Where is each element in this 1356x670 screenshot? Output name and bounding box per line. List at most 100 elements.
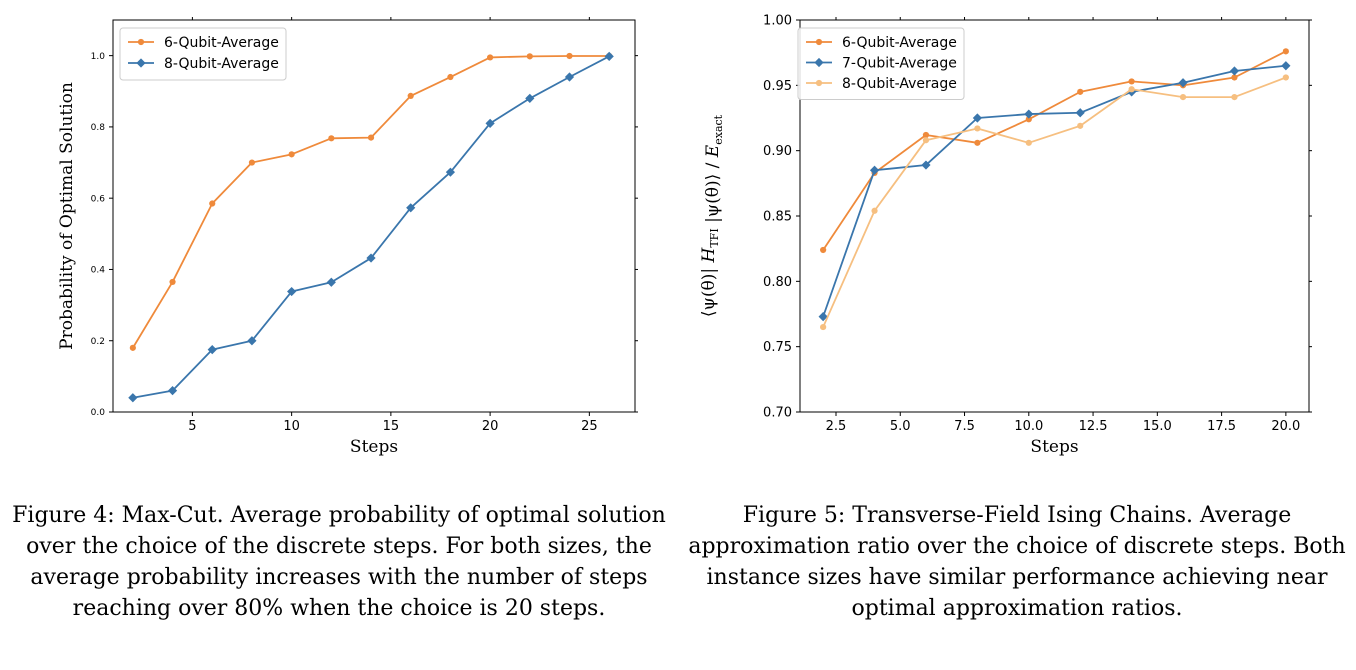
8-Qubit-Average-point-0 — [128, 393, 138, 403]
x-tick-label: 10 — [283, 419, 300, 434]
series-6-Qubit-Average — [129, 52, 613, 351]
7-Qubit-Average-point-2 — [921, 160, 931, 170]
y-tick-label: 0.8 — [91, 123, 106, 133]
series-line-6-Qubit-Average — [822, 50, 1287, 251]
y-tick-label: 0.4 — [91, 266, 106, 276]
8-Qubit-Average-point-8 — [445, 167, 456, 177]
7-Qubit-Average-point-9 — [1281, 61, 1291, 71]
y-tick-label: 0.6 — [91, 194, 106, 204]
y-tick-label: 0.0 — [91, 408, 106, 418]
7-Qubit-Average-point-3 — [972, 113, 982, 123]
legend-label: 6-Qubit-Average — [164, 35, 279, 51]
legend-entry: 6-Qubit-Average — [128, 35, 279, 51]
y-tick-label: 0.90 — [763, 144, 792, 159]
series-8-Qubit-Average — [820, 74, 1289, 331]
x-tick-label: 17.5 — [1207, 419, 1236, 434]
x-tick-label: 12.5 — [1079, 419, 1108, 434]
legend-8-Qubit-Average-point-0 — [815, 79, 823, 87]
8-Qubit-Average-point-12 — [604, 51, 614, 61]
6-Qubit-Average-point-4 — [1025, 116, 1032, 123]
7-Qubit-Average-point-0 — [818, 312, 828, 322]
x-axis-label: Steps — [350, 437, 398, 457]
8-Qubit-Average-point-6 — [1128, 86, 1135, 93]
series-line-8-Qubit-Average — [132, 55, 610, 399]
x-tick-label: 5.0 — [890, 419, 911, 434]
8-Qubit-Average-point-5 — [1077, 122, 1084, 129]
8-Qubit-Average-point-1 — [167, 386, 178, 396]
legend — [797, 27, 965, 100]
legend-6-Qubit-Average-point-0 — [815, 38, 823, 46]
y-tick-label: 0.85 — [763, 210, 792, 225]
y-tick-label: 1.00 — [763, 14, 792, 29]
6-Qubit-Average-point-9 — [487, 54, 494, 61]
x-tick-label: 20.0 — [1271, 419, 1300, 434]
8-Qubit-Average-point-4 — [1025, 139, 1032, 146]
legend-8-Qubit-Average-point-0 — [136, 58, 146, 68]
8-Qubit-Average-point-2 — [207, 345, 217, 355]
legend-label: 8-Qubit-Average — [164, 56, 279, 72]
series-8-Qubit-Average — [128, 51, 614, 403]
8-Qubit-Average-point-4 — [287, 286, 297, 297]
x-tick-label: 20 — [482, 419, 499, 434]
x-tick-label: 25 — [581, 419, 598, 434]
8-Qubit-Average-point-8 — [1231, 93, 1238, 101]
x-tick-label: 2.5 — [826, 419, 847, 434]
figure-4-caption: Figure 4: Max-Cut. Average probability o… — [12, 503, 666, 621]
x-tick-label: 5 — [188, 419, 196, 434]
y-tick-label: 0.95 — [763, 79, 792, 94]
y-tick-label: 0.2 — [91, 337, 105, 347]
6-Qubit-Average-point-0 — [820, 246, 827, 254]
y-axis-label: ⟨ψ(θ)| HTFI |ψ(θ)⟩ / Eexact — [699, 114, 725, 317]
legend-label: 8-Qubit-Average — [842, 76, 957, 92]
max-cut-chart: 5 10 15 20 25 0.0 0.2 0.4 0.6 0.8 1.0 Steps Probabil… — [57, 17, 638, 457]
6-Qubit-Average-point-1 — [169, 278, 176, 286]
y-tick-label: 0.75 — [763, 340, 792, 355]
x-tick-label: 7.5 — [954, 419, 975, 434]
legend-entry: 8-Qubit-Average — [806, 76, 957, 92]
y-tick-label: 0.70 — [763, 406, 792, 421]
7-Qubit-Average-point-4 — [1024, 109, 1034, 119]
6-Qubit-Average-point-11 — [566, 52, 573, 60]
x-tick-label: 15.0 — [1143, 419, 1172, 434]
6-Qubit-Average-point-7 — [407, 92, 414, 100]
series-line-6-Qubit-Average — [132, 55, 610, 349]
series-line-7-Qubit-Average — [822, 64, 1286, 317]
legend-entry: 8-Qubit-Average — [128, 56, 279, 72]
legend-label: 6-Qubit-Average — [842, 35, 957, 51]
7-Qubit-Average-point-8 — [1229, 66, 1240, 76]
legend — [119, 27, 287, 81]
8-Qubit-Average-point-6 — [366, 253, 376, 263]
8-Qubit-Average-point-5 — [326, 277, 336, 287]
y-axis-label: Probability of Optimal Solution — [57, 82, 77, 350]
figure-5-caption: Figure 5: Transverse-Field Ising Chains.… — [688, 503, 1346, 621]
6-Qubit-Average-point-5 — [1077, 88, 1084, 95]
y-tick-label: 0.80 — [763, 275, 792, 290]
8-Qubit-Average-point-0 — [820, 323, 827, 331]
plot-frame — [112, 19, 636, 413]
x-axis-label: Steps — [1030, 437, 1078, 457]
8-Qubit-Average-point-2 — [922, 137, 930, 144]
8-Qubit-Average-point-1 — [871, 207, 878, 214]
6-Qubit-Average-point-10 — [526, 53, 533, 60]
legend-entry: 6-Qubit-Average — [806, 35, 957, 51]
8-Qubit-Average-point-7 — [1179, 93, 1187, 101]
6-Qubit-Average-point-3 — [248, 159, 256, 166]
legend-6-Qubit-Average-point-0 — [137, 38, 145, 46]
8-Qubit-Average-point-7 — [406, 203, 416, 213]
7-Qubit-Average-point-7 — [1178, 78, 1188, 88]
figure-5: 2.5 5.0 7.5 10.0 12.5 15.0 17.5 20.0 0.70 0.75 0.8… — [678, 0, 1356, 621]
6-Qubit-Average-point-2 — [922, 131, 930, 139]
6-Qubit-Average-point-3 — [974, 139, 981, 146]
legend-7-Qubit-Average-point-0 — [814, 57, 824, 68]
8-Qubit-Average-point-9 — [485, 118, 495, 128]
7-Qubit-Average-point-1 — [869, 165, 880, 175]
series-line-8-Qubit-Average — [822, 76, 1287, 328]
8-Qubit-Average-point-3 — [247, 336, 257, 346]
legend-label: 7-Qubit-Average — [842, 56, 957, 72]
series-7-Qubit-Average — [818, 61, 1291, 322]
6-Qubit-Average-point-2 — [209, 200, 216, 207]
y-tick-label: 1.0 — [91, 52, 106, 62]
7-Qubit-Average-point-5 — [1075, 108, 1085, 118]
8-Qubit-Average-point-10 — [525, 93, 535, 103]
6-Qubit-Average-point-6 — [367, 134, 375, 141]
